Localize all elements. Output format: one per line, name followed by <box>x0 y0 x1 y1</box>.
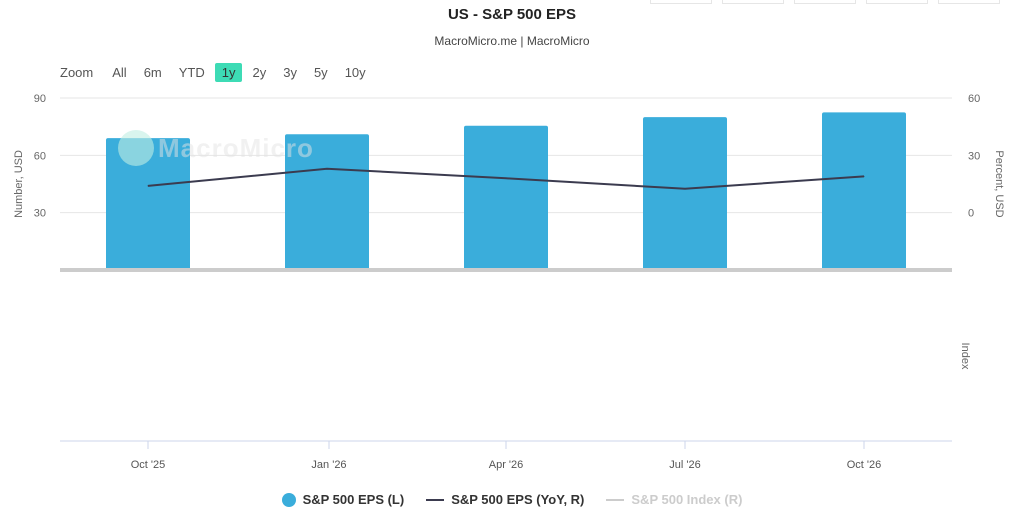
top-tab[interactable] <box>650 0 712 4</box>
y-right-tick-label: 0 <box>968 208 974 220</box>
zoom-all-button[interactable]: All <box>112 65 127 80</box>
legend-item-eps-yoy[interactable]: S&P 500 EPS (YoY, R) <box>426 492 584 507</box>
x-tick-label: Apr '26 <box>489 459 524 471</box>
top-tab-strip <box>650 0 1000 4</box>
x-tick-label: Jul '26 <box>669 459 700 471</box>
yoy-point-3 <box>684 188 686 190</box>
x-tick-label: Jan '26 <box>311 459 346 471</box>
y-right-tick-label: 30 <box>968 150 980 162</box>
yoy-point-0 <box>147 185 149 187</box>
zoom-3y-button[interactable]: 3y <box>283 65 297 80</box>
top-tab[interactable] <box>938 0 1000 4</box>
bar-1 <box>285 134 369 270</box>
line-series-swatch-icon <box>426 498 445 501</box>
zoom-5y-button[interactable]: 5y <box>313 65 328 80</box>
y-right-tick-label: 60 <box>968 93 980 105</box>
bar-4 <box>822 112 906 270</box>
yoy-point-4 <box>863 175 865 177</box>
y-left-tick-label: 90 <box>34 93 46 105</box>
yoy-point-2 <box>505 177 507 179</box>
bar-3 <box>643 117 727 270</box>
bar-series-swatch-icon <box>281 492 296 507</box>
chart-canvas: 30 60 90 0 30 60 Number, USD Percent, USD Index O… <box>13 93 1005 471</box>
pane-divider <box>60 268 952 272</box>
zoom-6m-button[interactable]: 6m <box>143 65 162 80</box>
x-tick-label: Oct '26 <box>847 459 882 471</box>
y-index-axis-title: Index <box>959 343 971 370</box>
legend-label-index: S&P 500 Index (R) <box>631 492 743 507</box>
zoom-bar: Zoom All 6m YTD 1y 2y 3y 5y 10y <box>60 63 376 82</box>
yoy-point-1 <box>326 168 328 170</box>
legend-label-eps: S&P 500 EPS (L) <box>302 492 405 507</box>
chart-subtitle: MacroMicro.me | MacroMicro <box>434 34 590 48</box>
legend-item-eps[interactable]: S&P 500 EPS (L) <box>281 492 405 507</box>
y-right-axis-title: Percent, USD <box>993 150 1005 217</box>
zoom-label: Zoom <box>60 65 94 80</box>
bar-2 <box>464 125 548 270</box>
zoom-2y-button[interactable]: 2y <box>252 65 267 80</box>
top-tab[interactable] <box>866 0 928 4</box>
chart-legend: S&P 500 EPS (L) S&P 500 EPS (YoY, R) S&P… <box>0 492 1024 507</box>
top-tab[interactable] <box>722 0 784 4</box>
x-tick-label: Oct '25 <box>131 459 166 471</box>
y-left-tick-label: 30 <box>34 208 46 220</box>
zoom-ytd-button[interactable]: YTD <box>178 65 205 80</box>
zoom-1y-button[interactable]: 1y <box>214 63 243 82</box>
index-series-swatch-icon <box>606 498 625 501</box>
zoom-10y-button[interactable]: 10y <box>344 65 366 80</box>
y-left-tick-label: 60 <box>34 150 46 162</box>
y-left-axis-title: Number, USD <box>13 150 25 218</box>
legend-item-index[interactable]: S&P 500 Index (R) <box>606 492 742 507</box>
chart-title: US - S&P 500 EPS <box>447 6 577 23</box>
top-tab[interactable] <box>794 0 856 4</box>
legend-label-eps-yoy: S&P 500 EPS (YoY, R) <box>451 492 585 507</box>
bar-0 <box>106 138 190 270</box>
